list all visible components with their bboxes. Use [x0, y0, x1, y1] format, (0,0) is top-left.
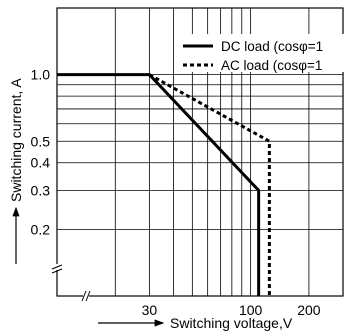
y-tick-label: 0.5	[31, 133, 51, 149]
y-axis-label: Switching current, A	[8, 78, 24, 202]
tick-labels: 30 100 200 1.0 0.5 0.4 0.3 0.2	[31, 67, 321, 318]
series-layer	[57, 73, 271, 296]
x-axis-break	[81, 290, 91, 302]
x-axis-label: Switching voltage,V	[170, 315, 293, 331]
legend-ac-label: AC load (cosφ=1	[221, 58, 322, 73]
dc-load-line	[57, 73, 261, 296]
x-tick-label: 30	[142, 302, 158, 318]
legend: DC load (cosφ=1 AC load (cosφ=1	[178, 34, 344, 73]
y-axis-break	[51, 264, 63, 274]
plot-frame	[56, 7, 344, 297]
x-axis-title: Switching voltage,V	[98, 315, 293, 331]
ac-load-line	[148, 73, 271, 296]
legend-dc-label: DC load (cosφ=1	[221, 39, 323, 54]
y-tick-label: 0.3	[31, 182, 51, 198]
y-tick-label: 1.0	[31, 67, 51, 83]
y-tick-label: 0.4	[31, 155, 51, 171]
x-tick-label: 100	[239, 302, 263, 318]
y-tick-label: 0.2	[31, 221, 51, 237]
x-tick-label: 200	[297, 302, 321, 318]
y-axis-title: Switching current, A	[8, 78, 24, 264]
